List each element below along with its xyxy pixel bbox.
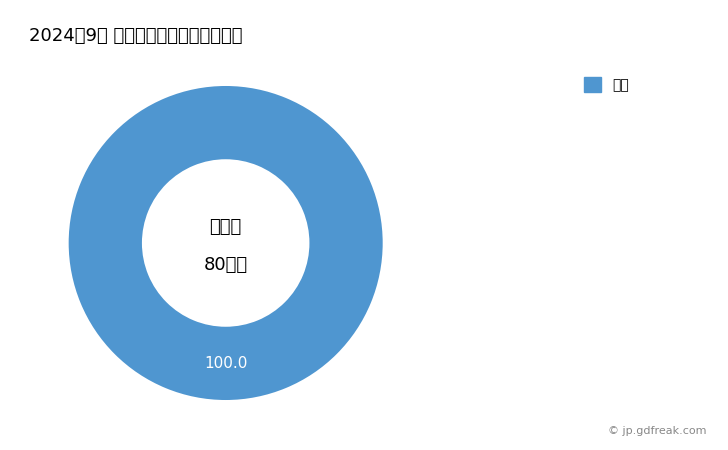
Legend: 韓国: 韓国 [579,72,635,98]
Text: 総　額: 総 額 [210,218,242,236]
Text: 100.0: 100.0 [204,356,248,371]
Text: 80万円: 80万円 [204,256,248,274]
Text: 2024年9月 輸出相手国のシェア（％）: 2024年9月 輸出相手国のシェア（％） [29,27,242,45]
Text: © jp.gdfreak.com: © jp.gdfreak.com [608,427,706,436]
Wedge shape [67,85,384,401]
